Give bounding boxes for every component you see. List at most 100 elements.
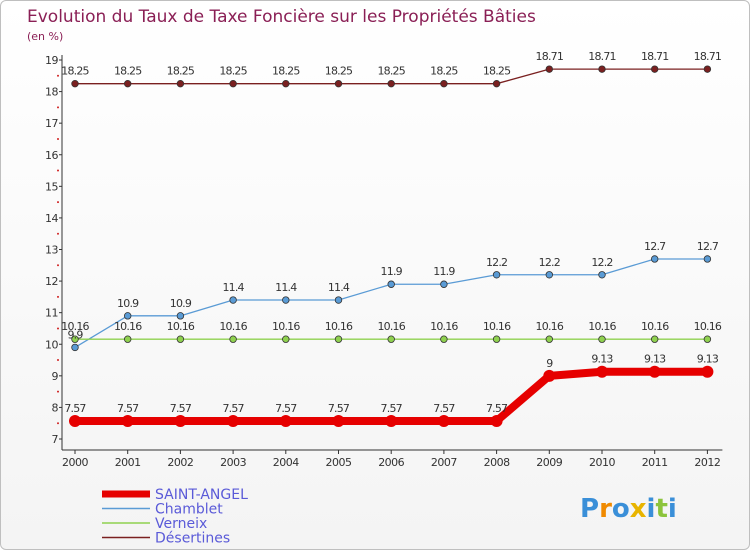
data-point (282, 335, 290, 343)
data-point (123, 312, 132, 320)
data-label: 18.71 (588, 50, 616, 63)
data-point (598, 65, 606, 73)
y-tick-label: 15 (45, 180, 58, 193)
logo-letter: t (655, 494, 667, 524)
data-point (334, 296, 343, 304)
data-label: 12.7 (697, 240, 719, 253)
data-point (545, 271, 553, 279)
data-label: 10.16 (694, 320, 722, 333)
data-label: 9.13 (697, 353, 719, 366)
data-label: 7.57 (328, 402, 350, 415)
data-point (440, 335, 448, 343)
y-minor-tick (57, 232, 59, 235)
data-label: 10.16 (272, 320, 300, 333)
data-label: 7.57 (64, 402, 86, 415)
data-label: 18.25 (61, 65, 89, 78)
data-labels: 18.25 18.25 18.25 18.25 18.25 18.25 18.25 18.25… (61, 50, 722, 415)
data-label: 7.57 (117, 402, 139, 415)
x-tick-label: 2001 (115, 456, 141, 469)
legend-label-Désertines: Désertines (155, 531, 230, 547)
data-label: 11.4 (328, 281, 350, 294)
data-point (174, 414, 187, 427)
y-tick-label: 16 (45, 149, 58, 162)
y-tick-label: 7 (52, 433, 59, 446)
data-label: 9.13 (591, 353, 613, 366)
data-label: 10.16 (219, 320, 247, 333)
y-tick-label: 10 (45, 338, 58, 351)
data-point (385, 414, 398, 427)
x-tick-label: 2012 (694, 456, 720, 469)
x-tick-label: 2008 (484, 456, 510, 469)
data-point (651, 65, 659, 73)
axes: 7 8 9 10 11 12 13 14 15 16 17 18 19 2000 2001 2002 2003 2… (45, 54, 723, 469)
logo-letter: x (630, 494, 647, 524)
data-label: 10.16 (61, 320, 89, 333)
data-point (545, 65, 553, 73)
y-minor-tick (57, 422, 59, 425)
x-tick-label: 2004 (273, 456, 299, 469)
logo-text: Proxiti (580, 494, 677, 524)
data-point (332, 414, 345, 427)
data-point (121, 414, 134, 427)
data-point (229, 335, 237, 343)
x-tick-label: 2006 (378, 456, 404, 469)
data-label: 9.9 (67, 328, 83, 341)
y-minor-tick (57, 390, 59, 393)
data-label: 10.16 (167, 320, 195, 333)
data-point (492, 271, 501, 279)
data-label: 18.25 (430, 65, 458, 78)
data-point (492, 335, 501, 343)
logo-letter: i (647, 494, 656, 524)
y-tick-label: 14 (45, 212, 58, 225)
data-label: 10.16 (483, 320, 511, 333)
data-label: 18.25 (167, 65, 195, 78)
x-tick-label: 2007 (431, 456, 457, 469)
data-point (701, 365, 714, 378)
data-point (123, 335, 132, 343)
y-tick-label: 17 (45, 117, 58, 130)
logo-letter: o (612, 494, 630, 524)
y-tick-label: 11 (45, 307, 58, 320)
data-point (598, 271, 606, 279)
data-point (703, 65, 712, 73)
data-point (282, 79, 290, 88)
data-label: 7.57 (170, 402, 192, 415)
data-point (71, 79, 79, 88)
data-label: 7.57 (222, 402, 244, 415)
logo-letter: r (599, 494, 612, 524)
data-label: 18.25 (219, 65, 247, 78)
data-point (387, 280, 395, 288)
y-tick-label: 19 (45, 54, 58, 67)
data-point (387, 335, 395, 343)
data-point (176, 312, 185, 320)
data-label: 10.16 (325, 320, 353, 333)
data-label: 18.25 (272, 65, 300, 78)
x-tick-label: 2010 (589, 456, 615, 469)
data-point (71, 343, 79, 352)
legend-label-SAINT-ANGEL: SAINT-ANGEL (155, 487, 248, 503)
x-tick-label: 2011 (642, 456, 668, 469)
logo-letter: P (580, 494, 599, 524)
data-label: 7.57 (381, 402, 403, 415)
data-label: 7.57 (275, 402, 297, 415)
data-label: 18.71 (641, 50, 669, 63)
data-label: 10.16 (641, 320, 669, 333)
data-point (282, 296, 290, 304)
chart-subtitle: (en %) (27, 30, 63, 43)
data-point (229, 296, 237, 304)
data-label: 11.9 (433, 265, 455, 278)
y-tick-label: 12 (45, 275, 58, 288)
data-label: 10.16 (588, 320, 616, 333)
data-point (703, 255, 712, 263)
data-label: 10.9 (117, 297, 139, 310)
data-point (69, 414, 81, 427)
data-point (490, 414, 503, 427)
data-label: 11.4 (275, 281, 297, 294)
y-minor-tick (57, 295, 59, 298)
data-point (543, 369, 556, 382)
x-tick-label: 2000 (62, 456, 88, 469)
data-point (598, 335, 606, 343)
y-minor-tick (57, 137, 59, 140)
